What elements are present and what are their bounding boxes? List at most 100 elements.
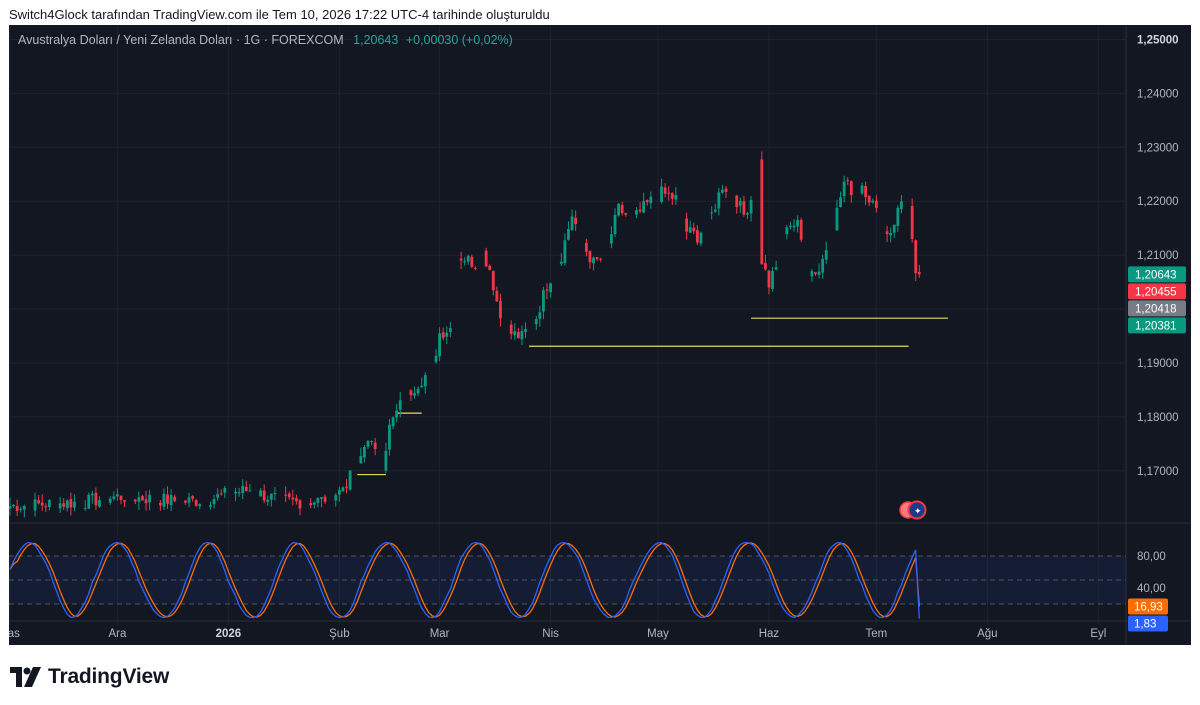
candle [885, 225, 889, 243]
candle-body [158, 502, 162, 506]
candle-body [191, 495, 194, 499]
candle-body [384, 450, 388, 471]
candle [642, 192, 646, 214]
candle-body [295, 498, 298, 502]
grid-layer [9, 25, 1191, 645]
candle-body [810, 271, 814, 277]
candle-body [162, 493, 166, 507]
candle [187, 492, 191, 508]
candle [771, 266, 774, 292]
candle [391, 416, 395, 430]
candle [570, 209, 574, 232]
candle [395, 404, 399, 423]
candle [692, 222, 696, 235]
candle [713, 203, 717, 213]
candle [108, 496, 112, 505]
price-tag-label: 1,20418 [1135, 303, 1177, 315]
candle [799, 217, 803, 242]
candle-body [824, 250, 828, 260]
candle-body [584, 242, 588, 252]
candle-body [466, 255, 470, 262]
candle-body [638, 209, 642, 212]
candle [148, 489, 152, 511]
candle [545, 283, 549, 300]
candle-body [15, 505, 19, 511]
candle-body [244, 486, 248, 491]
osc-tag-label: 1,83 [1134, 618, 1156, 630]
symbol-last-price: 1,20643 [353, 33, 399, 47]
candle [821, 254, 825, 279]
candle-body [133, 499, 137, 502]
candle-body [87, 494, 91, 509]
candle-body [37, 500, 41, 504]
candle-body [44, 506, 48, 508]
candle [892, 224, 896, 238]
candle-body [416, 388, 420, 394]
price-tick-label: 1,23000 [1137, 142, 1179, 154]
candle [334, 492, 338, 507]
time-tick-label: May [647, 628, 669, 640]
candle-body [262, 490, 266, 501]
candle-body [309, 503, 313, 506]
candle-body [814, 272, 817, 275]
candle-body [488, 265, 492, 270]
candle-body [771, 270, 774, 290]
candle [509, 320, 513, 340]
candle-body [910, 206, 914, 239]
candle [685, 212, 689, 240]
candle-body [774, 267, 778, 270]
price-chart-svg[interactable]: 1,250001,240001,230001,220001,210001,200… [9, 25, 1191, 645]
candle [166, 486, 169, 509]
candle [212, 494, 216, 509]
candle-body [388, 424, 391, 450]
candle [874, 195, 878, 213]
candle [69, 492, 73, 516]
candle-body [98, 500, 101, 507]
candle-body [567, 229, 570, 240]
candle-body [47, 500, 51, 508]
candle [638, 202, 642, 214]
candle [635, 207, 638, 219]
candle-body [216, 494, 220, 498]
candle [599, 257, 603, 263]
candle-body [463, 261, 467, 263]
candle [810, 268, 814, 282]
candle [12, 504, 15, 509]
candle-body [334, 495, 338, 501]
tradingview-logo[interactable]: TradingView [10, 663, 169, 691]
stoch-d-line [9, 542, 920, 618]
candle-body [398, 400, 402, 410]
candle-body [763, 263, 767, 270]
candle [19, 506, 23, 513]
candle-body [642, 201, 646, 213]
tradingview-brand: TradingView [48, 665, 170, 688]
candle-body [846, 180, 850, 182]
candle [674, 186, 678, 205]
candle-body [9, 505, 12, 509]
svg-text:✦: ✦ [914, 506, 922, 516]
candle-body [785, 227, 789, 235]
candle-body [441, 332, 445, 338]
candle [484, 247, 488, 268]
candle-body [721, 189, 724, 193]
candle-body [116, 494, 119, 497]
candle-body [645, 200, 649, 203]
chart-panel[interactable]: 1,250001,240001,230001,220001,210001,200… [9, 25, 1191, 645]
candle-body [40, 502, 44, 506]
candle-body [298, 500, 302, 509]
candle [37, 495, 41, 505]
candle [248, 483, 252, 492]
candle-body [223, 488, 227, 493]
candle [563, 233, 567, 266]
candle [499, 293, 502, 327]
price-tick-label: 1,19000 [1137, 358, 1179, 370]
candle-body [610, 234, 613, 244]
candle-body [248, 490, 252, 492]
candle [191, 495, 194, 502]
candle-body [323, 496, 327, 502]
candle [423, 372, 427, 394]
candle-body [94, 492, 98, 506]
event-flags[interactable]: ✦ [899, 500, 927, 520]
price-tick-label: 1,24000 [1137, 88, 1179, 100]
candle [738, 197, 742, 213]
